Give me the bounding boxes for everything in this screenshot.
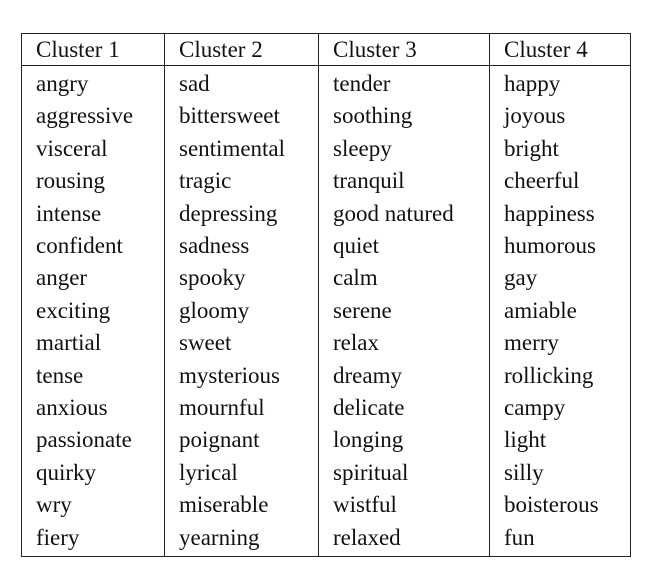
cluster-2-term-cell: mysterious — [164, 359, 319, 393]
mood-cluster-table: Cluster 1 Cluster 2 Cluster 3 Cluster 4 … — [21, 33, 631, 558]
cluster-4-term-cell: amiable — [489, 294, 631, 328]
table-row: tense mysterious dreamy rollicking — [21, 359, 631, 393]
cluster-2-term-cell: tragic — [164, 165, 319, 198]
cluster-1-term-cell: martial — [21, 327, 165, 360]
cluster-2-term-cell: gloomy — [164, 294, 319, 328]
cluster-3-term-cell: delicate — [318, 392, 490, 425]
cluster-4-term-cell: boisterous — [489, 489, 631, 522]
cluster-2-term-cell: lyrical — [164, 456, 319, 490]
column-header-cluster-4: Cluster 4 — [489, 33, 631, 66]
cluster-1-term-cell: intense — [21, 197, 165, 231]
cluster-2-term-cell: sadness — [164, 230, 319, 263]
cluster-1-term-cell: angry — [21, 65, 165, 101]
cluster-3-term-cell: quiet — [318, 230, 490, 263]
cluster-2-term-cell: miserable — [164, 489, 319, 522]
cluster-3-term-cell: serene — [318, 294, 490, 328]
cluster-1-term-cell: anger — [21, 262, 165, 295]
table-row: intense depressing good natured happiness — [21, 197, 631, 231]
cluster-4-term-cell: cheerful — [489, 165, 631, 198]
table-row: wry miserable wistful boisterous — [21, 489, 631, 522]
cluster-4-term-cell: light — [489, 424, 631, 457]
table-row: exciting gloomy serene amiable — [21, 294, 631, 328]
cluster-3-term-cell: spiritual — [318, 456, 490, 490]
cluster-1-term-cell: aggressive — [21, 100, 165, 133]
cluster-1-term-cell: fiery — [21, 521, 165, 557]
cluster-4-term-cell: joyous — [489, 100, 631, 133]
table-row: rousing tragic tranquil cheerful — [21, 165, 631, 198]
cluster-3-term-cell: tranquil — [318, 165, 490, 198]
column-header-cluster-2: Cluster 2 — [164, 33, 319, 66]
cluster-1-term-cell: confident — [21, 230, 165, 263]
table-row: angry sad tender happy — [21, 65, 631, 101]
table-body: angry sad tender happy aggressive bittersweet… — [21, 65, 631, 557]
cluster-1-term-cell: tense — [21, 359, 165, 393]
cluster-4-term-cell: merry — [489, 327, 631, 360]
table-row: passionate poignant longing light — [21, 424, 631, 457]
cluster-2-term-cell: spooky — [164, 262, 319, 295]
table-row: anxious mournful delicate campy — [21, 392, 631, 425]
cluster-2-term-cell: sentimental — [164, 132, 319, 166]
cluster-4-term-cell: gay — [489, 262, 631, 295]
table-row: quirky lyrical spiritual silly — [21, 456, 631, 490]
cluster-3-term-cell: soothing — [318, 100, 490, 133]
table-row: anger spooky calm gay — [21, 262, 631, 295]
cluster-2-term-cell: depressing — [164, 197, 319, 231]
cluster-3-term-cell: wistful — [318, 489, 490, 522]
cluster-4-term-cell: humorous — [489, 230, 631, 263]
cluster-4-term-cell: happiness — [489, 197, 631, 231]
cluster-4-term-cell: happy — [489, 65, 631, 101]
cluster-1-term-cell: exciting — [21, 294, 165, 328]
table-row: fiery yearning relaxed fun — [21, 521, 631, 557]
cluster-2-term-cell: mournful — [164, 392, 319, 425]
table-header: Cluster 1 Cluster 2 Cluster 3 Cluster 4 — [21, 33, 631, 66]
table-row: martial sweet relax merry — [21, 327, 631, 360]
cluster-2-term-cell: bittersweet — [164, 100, 319, 133]
cluster-1-term-cell: wry — [21, 489, 165, 522]
mood-cluster-table-container: Cluster 1 Cluster 2 Cluster 3 Cluster 4 … — [21, 33, 631, 558]
cluster-2-term-cell: yearning — [164, 521, 319, 557]
table-row: visceral sentimental sleepy bright — [21, 132, 631, 166]
cluster-3-term-cell: tender — [318, 65, 490, 101]
cluster-4-term-cell: campy — [489, 392, 631, 425]
cluster-1-term-cell: visceral — [21, 132, 165, 166]
cluster-4-term-cell: silly — [489, 456, 631, 490]
cluster-3-term-cell: calm — [318, 262, 490, 295]
cluster-4-term-cell: fun — [489, 521, 631, 557]
column-header-cluster-3: Cluster 3 — [318, 33, 490, 66]
cluster-2-term-cell: sad — [164, 65, 319, 101]
cluster-3-term-cell: sleepy — [318, 132, 490, 166]
cluster-1-term-cell: rousing — [21, 165, 165, 198]
header-row: Cluster 1 Cluster 2 Cluster 3 Cluster 4 — [21, 33, 631, 66]
cluster-2-term-cell: poignant — [164, 424, 319, 457]
cluster-3-term-cell: dreamy — [318, 359, 490, 393]
cluster-1-term-cell: quirky — [21, 456, 165, 490]
cluster-3-term-cell: good natured — [318, 197, 490, 231]
cluster-2-term-cell: sweet — [164, 327, 319, 360]
table-row: aggressive bittersweet soothing joyous — [21, 100, 631, 133]
cluster-3-term-cell: relax — [318, 327, 490, 360]
cluster-3-term-cell: longing — [318, 424, 490, 457]
column-header-cluster-1: Cluster 1 — [21, 33, 165, 66]
cluster-4-term-cell: rollicking — [489, 359, 631, 393]
table-row: confident sadness quiet humorous — [21, 230, 631, 263]
cluster-3-term-cell: relaxed — [318, 521, 490, 557]
cluster-1-term-cell: passionate — [21, 424, 165, 457]
cluster-4-term-cell: bright — [489, 132, 631, 166]
cluster-1-term-cell: anxious — [21, 392, 165, 425]
